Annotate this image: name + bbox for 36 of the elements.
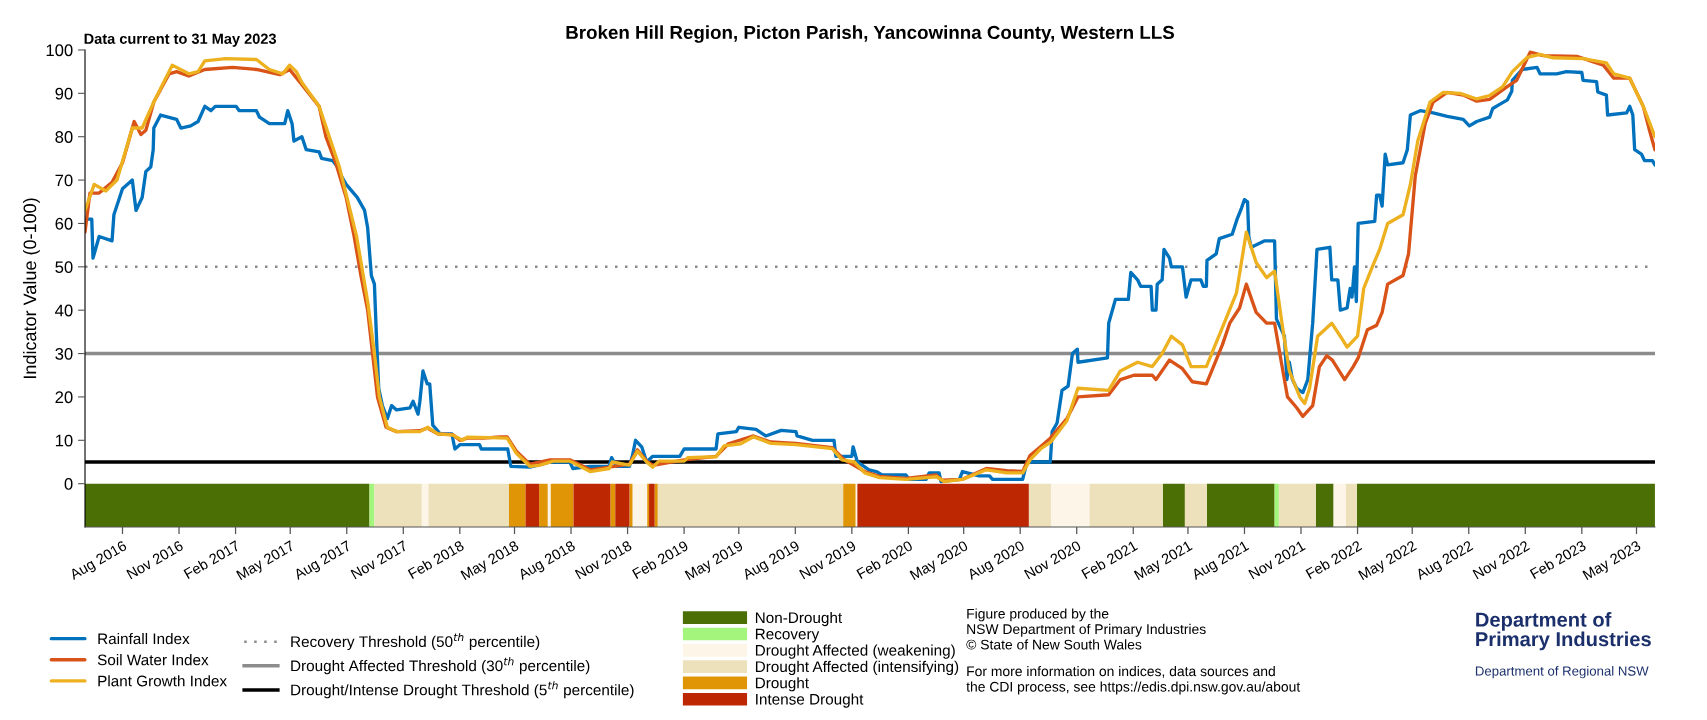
y-tick-label: 20 <box>55 391 73 404</box>
x-tick-label: Nov 2022 <box>1472 540 1531 580</box>
legend-label: Plant Growth Index <box>98 675 227 687</box>
y-tick-label: 100 <box>46 44 73 57</box>
x-tick-label: Nov 2021 <box>1248 540 1306 580</box>
y-tick-label: 90 <box>55 87 73 100</box>
legend-label: Drought Affected Threshold (30$^{th}$ percentile) <box>291 657 590 675</box>
legend-label: Drought/Intense Drought Threshold (5$^{th}$ percentile) <box>291 681 634 699</box>
legend-label: Recovery Threshold (50$^{th}$ percentile) <box>291 632 540 651</box>
legend-label: Drought <box>755 677 809 692</box>
legend-label: Rainfall Index <box>98 632 190 645</box>
text: Figure produced by the NSW Department of Primary Industries © State of New South Wales <box>966 608 1206 650</box>
y-tick-label: 70 <box>55 174 73 187</box>
y-axis-title: Indicator Value (0-100) <box>23 198 40 378</box>
y-tick-label: 80 <box>55 131 73 143</box>
y-tick-label: 60 <box>55 217 73 230</box>
legend-label: Drought Affected (weakening) <box>755 644 955 659</box>
legend-label: Non-Drought <box>755 611 843 627</box>
text: Data current to 31 May 2023 <box>84 33 277 47</box>
y-tick-label: 30 <box>55 347 73 360</box>
text: Department of Primary Industries <box>1476 612 1651 651</box>
legend-label: Intense Drought <box>756 693 864 708</box>
y-tick-label: 10 <box>55 434 73 447</box>
legend-label: Soil Water Index <box>97 654 209 666</box>
legend-label: Recovery <box>755 628 820 643</box>
x-tick-label: Nov 2018 <box>574 540 633 580</box>
x-tick-label: Nov 2019 <box>799 540 857 580</box>
y-tick-label: 40 <box>55 304 73 317</box>
legend-label: Drought Affected (intensifying) <box>755 660 959 676</box>
y-tick-label: 50 <box>55 261 73 274</box>
y-tick-label: 0 <box>64 478 73 490</box>
x-tick-label: Nov 2020 <box>1023 540 1082 580</box>
chart-title: Broken Hill Region, Picton Parish, Yancowinna County, Western LLS <box>566 25 1175 43</box>
text: For more information on indices, data sources and the CDI process, see https://edis.dpi.nsw.gov.au/about <box>966 666 1301 695</box>
text: Department of Regional NSW <box>1475 666 1649 679</box>
x-tick-label: Nov 2016 <box>126 540 184 580</box>
